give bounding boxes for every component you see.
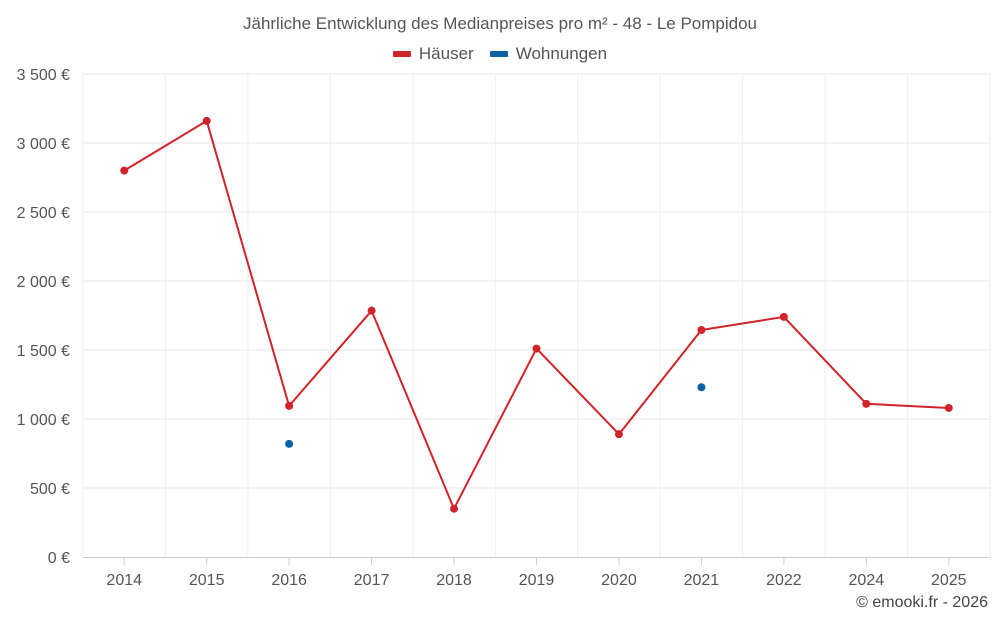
data-point-houses xyxy=(285,401,294,410)
x-tick-label: 2016 xyxy=(271,572,307,589)
data-point-apartments xyxy=(697,383,706,392)
x-tick-label: 2019 xyxy=(519,572,555,589)
legend-swatch-houses xyxy=(392,51,411,57)
y-tick-label: 3 500 € xyxy=(17,67,70,84)
y-tick-label: 0 € xyxy=(48,550,70,567)
chart-legend: Häuser Wohnungen xyxy=(0,44,1000,64)
data-point-houses xyxy=(697,325,706,334)
y-tick-label: 1 000 € xyxy=(17,412,70,429)
y-tick-label: 3 000 € xyxy=(17,136,70,153)
x-tick-label: 2018 xyxy=(436,572,472,589)
x-tick-label: 2014 xyxy=(106,572,142,589)
data-point-houses xyxy=(944,403,953,412)
y-tick-label: 500 € xyxy=(30,481,70,498)
data-point-houses xyxy=(202,116,211,125)
data-point-houses xyxy=(450,504,459,513)
data-point-houses xyxy=(614,430,623,439)
data-point-houses xyxy=(120,166,129,175)
legend-item-houses[interactable]: Häuser xyxy=(392,44,474,64)
chart-title: Jährliche Entwicklung des Medianpreises … xyxy=(242,14,758,33)
data-point-houses xyxy=(779,312,788,321)
data-point-houses xyxy=(862,399,871,408)
x-tick-label: 2017 xyxy=(354,572,390,589)
x-tick-label: 2020 xyxy=(601,572,637,589)
legend-swatch-apartments xyxy=(489,51,508,57)
y-tick-label: 1 500 € xyxy=(17,343,70,360)
x-tick-label: 2015 xyxy=(189,572,225,589)
y-tick-label: 2 500 € xyxy=(17,205,70,222)
data-point-apartments xyxy=(285,439,294,448)
x-tick-label: 2022 xyxy=(766,572,802,589)
legend-label-apartments: Wohnungen xyxy=(515,44,608,63)
data-point-houses xyxy=(532,344,541,353)
credit-text: © emooki.fr - 2026 xyxy=(856,594,988,611)
x-tick-label: 2024 xyxy=(849,572,885,589)
y-tick-label: 2 000 € xyxy=(17,274,70,291)
legend-item-apartments[interactable]: Wohnungen xyxy=(489,44,608,64)
data-point-houses xyxy=(367,306,376,315)
x-tick-label: 2025 xyxy=(931,572,967,589)
x-tick-label: 2021 xyxy=(684,572,720,589)
legend-label-houses: Häuser xyxy=(418,44,474,63)
